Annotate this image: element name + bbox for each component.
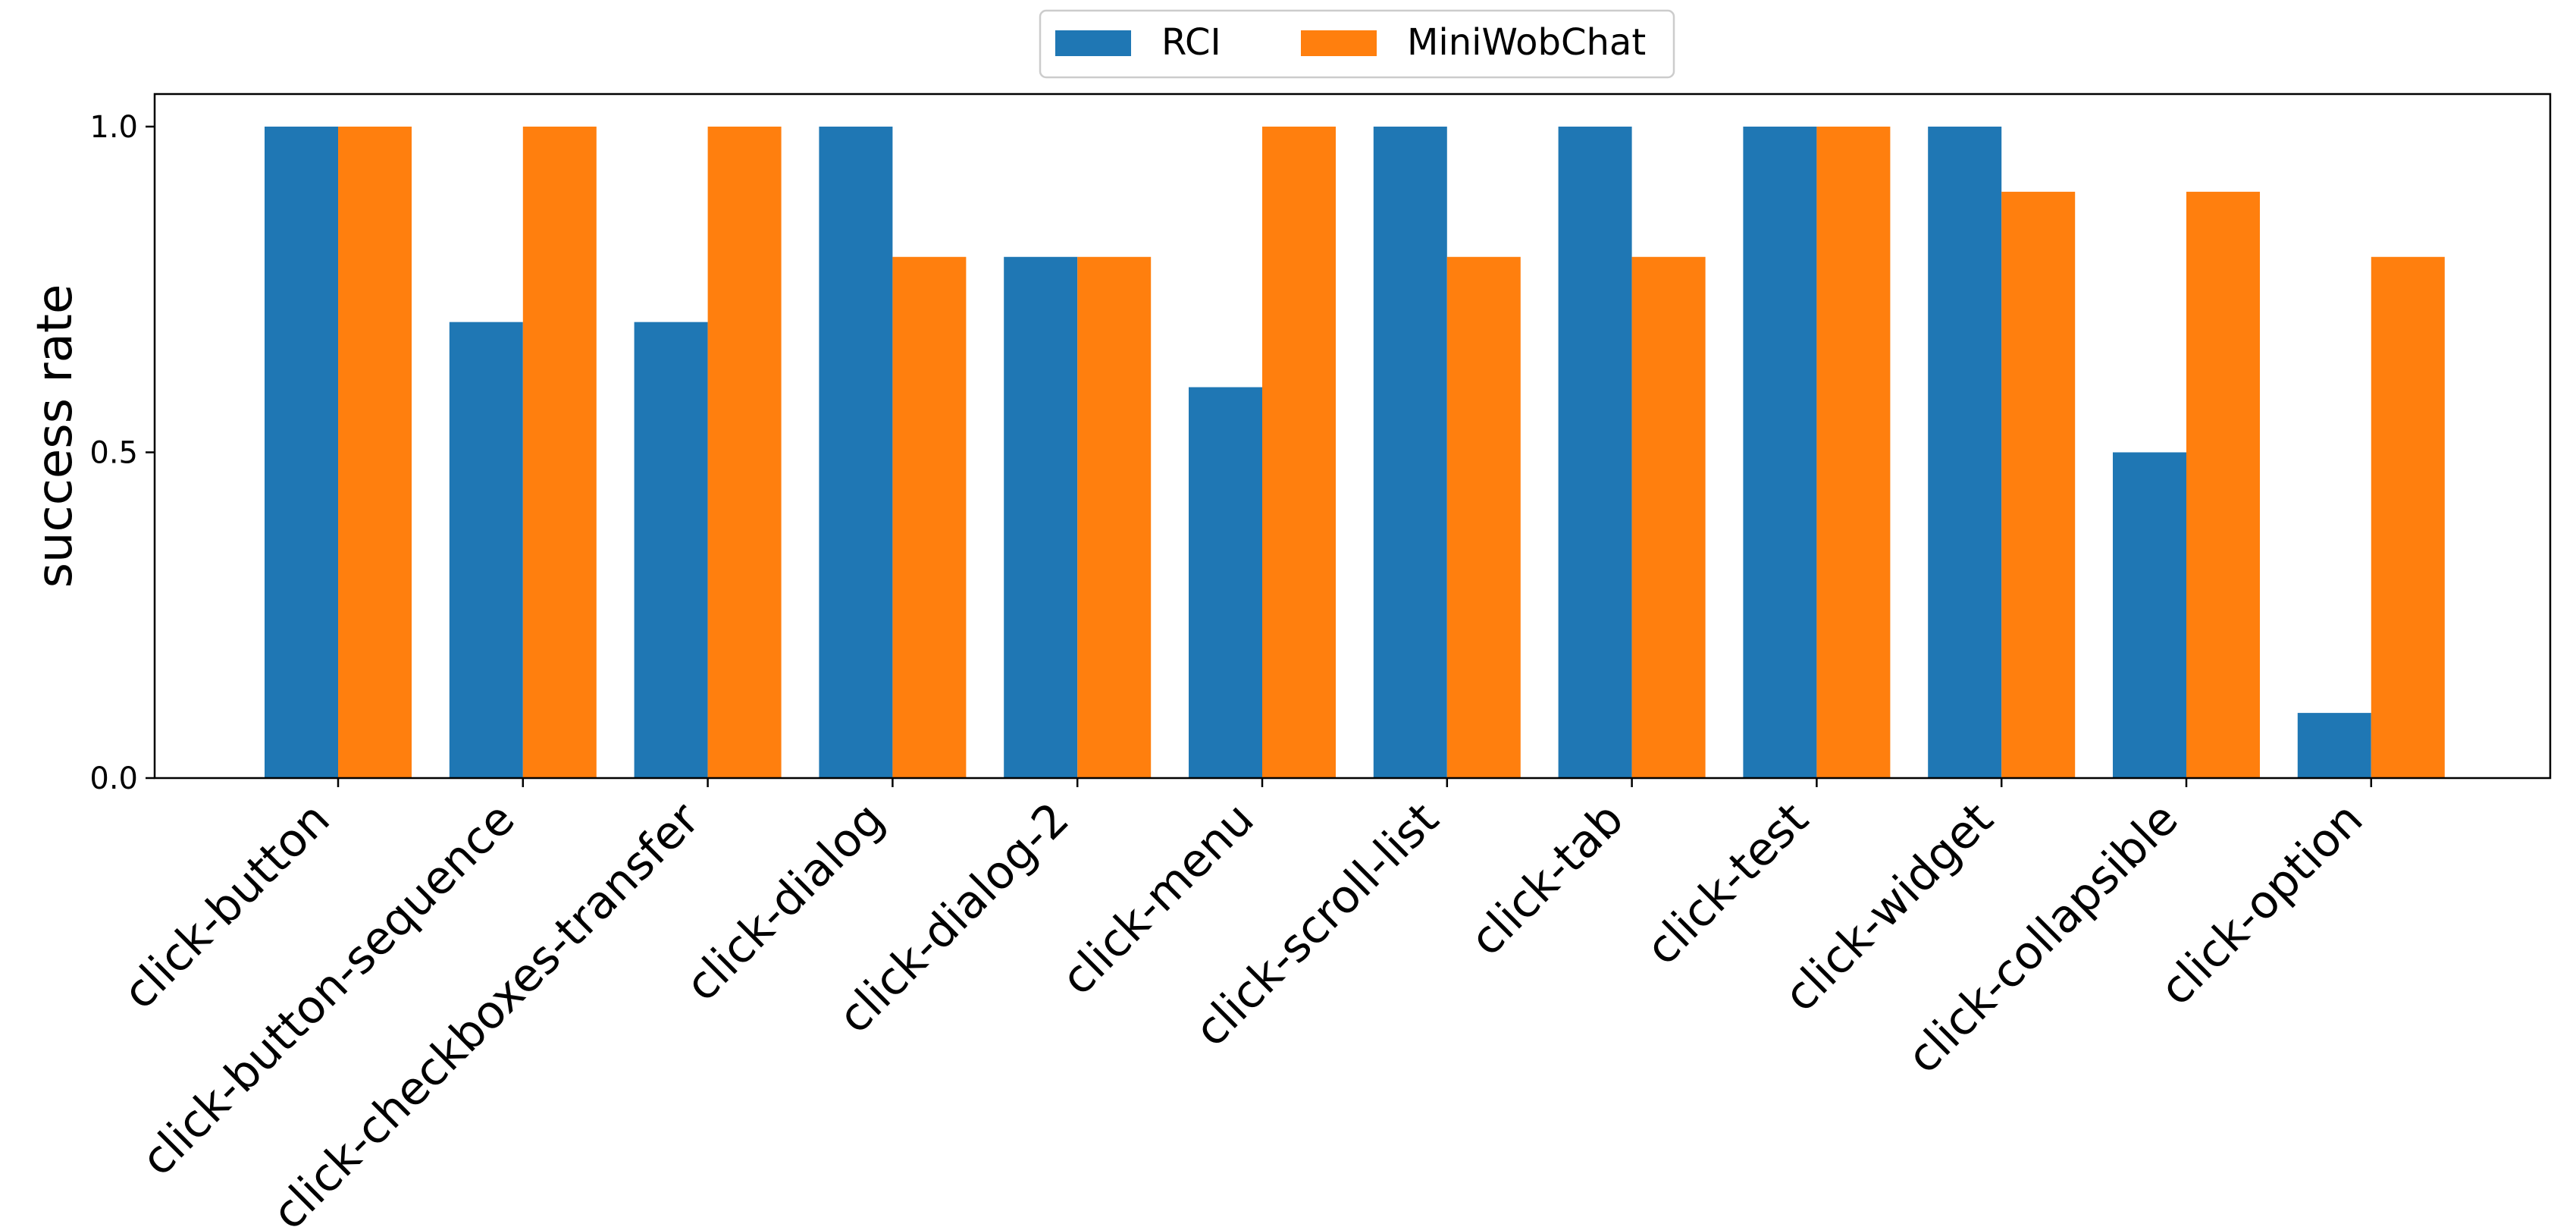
bar-rci-click-dialog	[819, 126, 893, 778]
bars-layer	[265, 126, 2445, 779]
bar-miniwobchat-click-option	[2371, 256, 2445, 778]
legend-label-rci: RCI	[1161, 21, 1221, 64]
y-axis: 0.0 0.5 1.0	[89, 110, 155, 796]
bar-miniwobchat-click-widget	[2001, 191, 2076, 778]
legend: RCI MiniWobChat	[1039, 9, 1675, 79]
legend-swatch-miniwobchat	[1301, 30, 1377, 56]
plot-frame	[153, 93, 2552, 780]
bar-rci-click-scroll-list	[1373, 126, 1447, 778]
x-tick-label: click-button-sequence	[131, 792, 525, 1186]
legend-swatch-rci	[1055, 30, 1131, 56]
legend-label-miniwobchat: MiniWobChat	[1407, 21, 1646, 64]
y-tick-label: 0.0	[89, 761, 138, 796]
bar-rci-click-widget	[1928, 126, 2002, 778]
bar-rci-click-checkboxes-transfer	[634, 322, 708, 779]
bar-miniwobchat-click-menu	[1262, 126, 1336, 778]
bar-rci-click-test	[1743, 126, 1817, 778]
x-axis: click-buttonclick-button-sequenceclick-c…	[113, 778, 2373, 1227]
bar-miniwobchat-click-test	[1816, 126, 1891, 778]
x-tick-label: click-test	[1636, 792, 1819, 975]
y-axis-label: success rate	[27, 284, 83, 588]
bar-rci-click-button-sequence	[449, 322, 523, 779]
bar-rci-click-tab	[1558, 126, 1632, 778]
bar-miniwobchat-click-button-sequence	[522, 126, 597, 778]
bar-miniwobchat-click-dialog-2	[1077, 256, 1152, 778]
bar-miniwobchat-click-checkboxes-transfer	[707, 126, 782, 778]
bar-rci-click-button	[265, 126, 338, 778]
bar-miniwobchat-click-tab	[1631, 256, 1706, 778]
bar-miniwobchat-click-button	[338, 126, 412, 778]
bar-rci-click-menu	[1189, 387, 1262, 779]
bar-miniwobchat-click-dialog	[892, 256, 967, 778]
bar-rci-click-collapsible	[2113, 452, 2186, 778]
bar-rci-click-option	[2297, 713, 2371, 778]
bar-rci-click-dialog-2	[1004, 256, 1078, 778]
bar-miniwobchat-click-collapsible	[2186, 191, 2260, 778]
y-tick-label: 0.5	[89, 435, 138, 470]
y-tick-label: 1.0	[89, 110, 138, 145]
x-tick-label: click-tab	[1460, 792, 1634, 966]
bar-miniwobchat-click-scroll-list	[1446, 256, 1521, 778]
